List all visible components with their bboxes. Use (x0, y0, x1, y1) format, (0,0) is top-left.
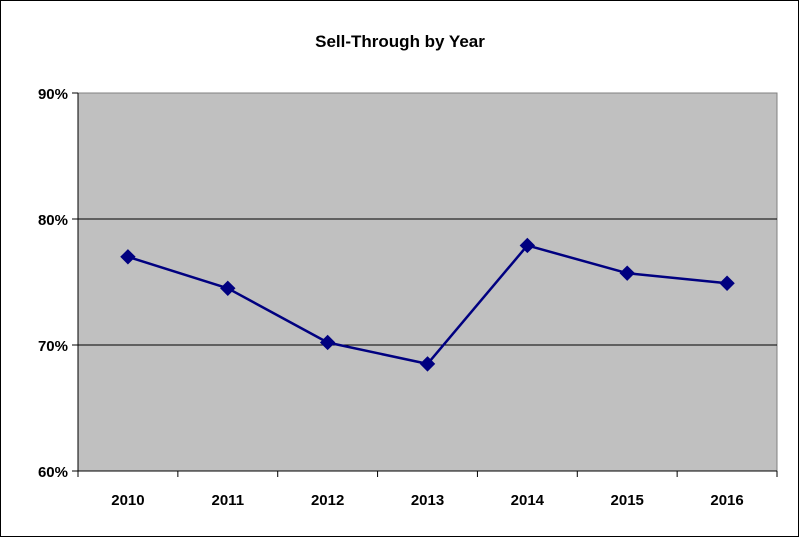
plot-area (77, 92, 778, 472)
x-tick-label: 2013 (411, 492, 444, 509)
chart-title: Sell-Through by Year (315, 32, 485, 51)
data-point-2010 (120, 249, 136, 265)
y-tick-label: 60% (38, 464, 68, 481)
data-point-2015 (619, 265, 635, 281)
gridlines (78, 218, 777, 346)
y-tick-label: 90% (38, 86, 68, 103)
x-tick-label: 2010 (111, 492, 144, 509)
axes (77, 93, 777, 472)
x-tick-label: 2011 (212, 492, 245, 509)
data-point-2014 (519, 237, 536, 254)
x-tick-label: 2015 (611, 492, 644, 509)
y-axis-ticks: 60% 70% 80% 90% (38, 86, 78, 481)
data-point-2016 (719, 275, 735, 291)
y-tick-label: 70% (38, 338, 68, 355)
x-axis-ticks: 2010 2011 2012 2013 2014 2015 2016 (77, 471, 778, 509)
data-point-2013 (419, 356, 436, 372)
data-point-2012 (319, 334, 336, 351)
x-tick-label: 2012 (311, 492, 344, 509)
y-tick-label: 80% (38, 212, 68, 229)
data-point-2011 (220, 280, 236, 297)
x-tick-label: 2016 (710, 492, 743, 509)
series-group (120, 237, 735, 372)
x-tick-label: 2014 (511, 492, 545, 509)
